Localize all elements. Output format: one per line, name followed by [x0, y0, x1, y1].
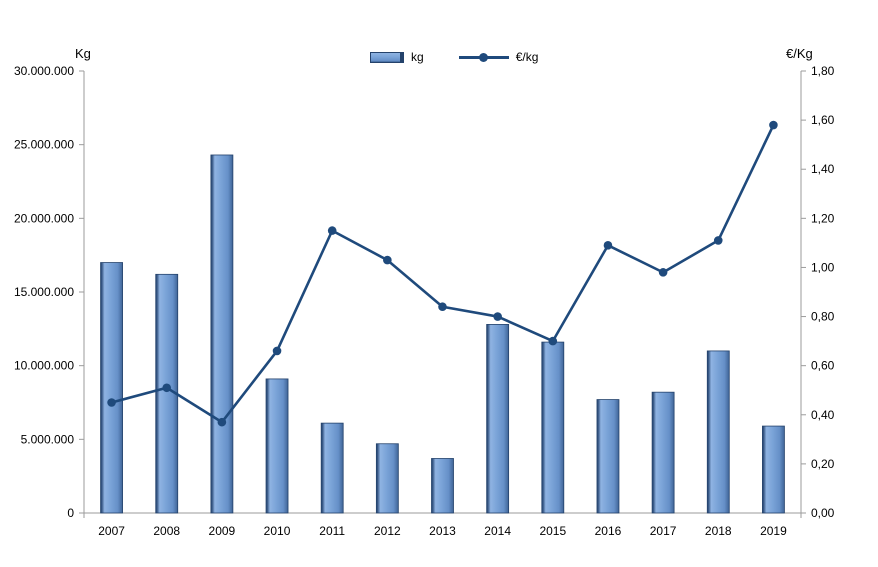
bar-2019 [762, 425, 785, 514]
price-marker-2007 [107, 398, 116, 407]
price-marker-2019 [769, 120, 778, 130]
right-axis-tick-label: 0,20 [811, 457, 835, 471]
x-axis-label-2011: 2011 [319, 524, 345, 538]
x-axis-label-2017: 2017 [650, 524, 677, 538]
bar-end-cap [400, 52, 403, 62]
right-axis-tick-label: 0,60 [811, 359, 835, 373]
line-marker-dot-icon [479, 52, 489, 62]
bar-2018 [706, 350, 730, 514]
left-axis-title: Kg [75, 46, 91, 61]
bar-2017 [651, 391, 675, 514]
right-axis-title: €/Kg [786, 46, 813, 61]
legend-kg-label: kg [411, 50, 424, 64]
left-axis-tick-label: 15.000.000 [14, 285, 74, 299]
x-axis-label-2016: 2016 [595, 524, 622, 538]
left-axis-tick-label: 25.000.000 [14, 138, 74, 152]
bar-2007 [100, 262, 123, 514]
legend-line-swatch-icon [458, 52, 509, 62]
right-axis-tick-label: 0,80 [811, 310, 835, 324]
x-axis-label-2007: 2007 [98, 524, 125, 538]
right-axis-tick-label: 0,00 [811, 506, 835, 520]
x-axis-label-2013: 2013 [429, 524, 456, 538]
x-axis-label-2019: 2019 [760, 524, 787, 538]
bar-2012 [375, 443, 399, 514]
x-axis-label-2018: 2018 [705, 524, 732, 538]
x-axis-label-2014: 2014 [484, 524, 511, 538]
right-axis-tick-label: 1,80 [811, 64, 835, 78]
price-marker-2018 [713, 236, 723, 245]
price-marker-2013 [438, 302, 447, 312]
right-axis-tick-label: 1,60 [811, 113, 835, 127]
left-axis-tick-label: 20.000.000 [14, 211, 74, 225]
right-axis-tick-label: 1,20 [811, 211, 835, 225]
left-axis-tick-label: 5.000.000 [21, 432, 75, 446]
bar-2013 [431, 458, 454, 514]
x-axis-label-2009: 2009 [209, 524, 236, 538]
price-marker-2016 [603, 241, 613, 250]
x-axis-label-2015: 2015 [539, 524, 566, 538]
bar-2015 [541, 341, 565, 514]
left-axis-tick-label: 0 [67, 506, 74, 520]
price-marker-2011 [327, 226, 337, 235]
price-marker-2014 [493, 312, 502, 321]
left-axis-tick-label: 10.000.000 [14, 359, 74, 373]
bar-2011 [320, 422, 344, 514]
price-marker-2008 [162, 383, 172, 393]
right-axis-tick-label: 1,00 [811, 260, 835, 274]
left-axis-tick-label: 30.000.000 [14, 64, 74, 78]
legend-bar-swatch-icon [370, 51, 404, 63]
price-marker-2009 [217, 417, 227, 427]
price-marker-2010 [272, 346, 282, 356]
price-marker-2017 [658, 268, 668, 277]
bar-2009 [210, 154, 234, 514]
price-marker-2012 [383, 255, 392, 265]
x-axis-label-2010: 2010 [264, 524, 291, 538]
price-marker-2015 [548, 336, 558, 346]
bar-2014 [486, 324, 510, 514]
right-axis-tick-label: 1,40 [811, 162, 835, 176]
bar-2010 [265, 378, 289, 514]
legend: kg €/kg [370, 50, 538, 64]
right-axis-tick-label: 0,40 [811, 408, 835, 422]
x-axis-label-2008: 2008 [153, 524, 180, 538]
bar-2016 [596, 399, 620, 514]
legend-eur-per-kg-label: €/kg [515, 50, 539, 64]
x-axis-label-2012: 2012 [374, 524, 401, 538]
